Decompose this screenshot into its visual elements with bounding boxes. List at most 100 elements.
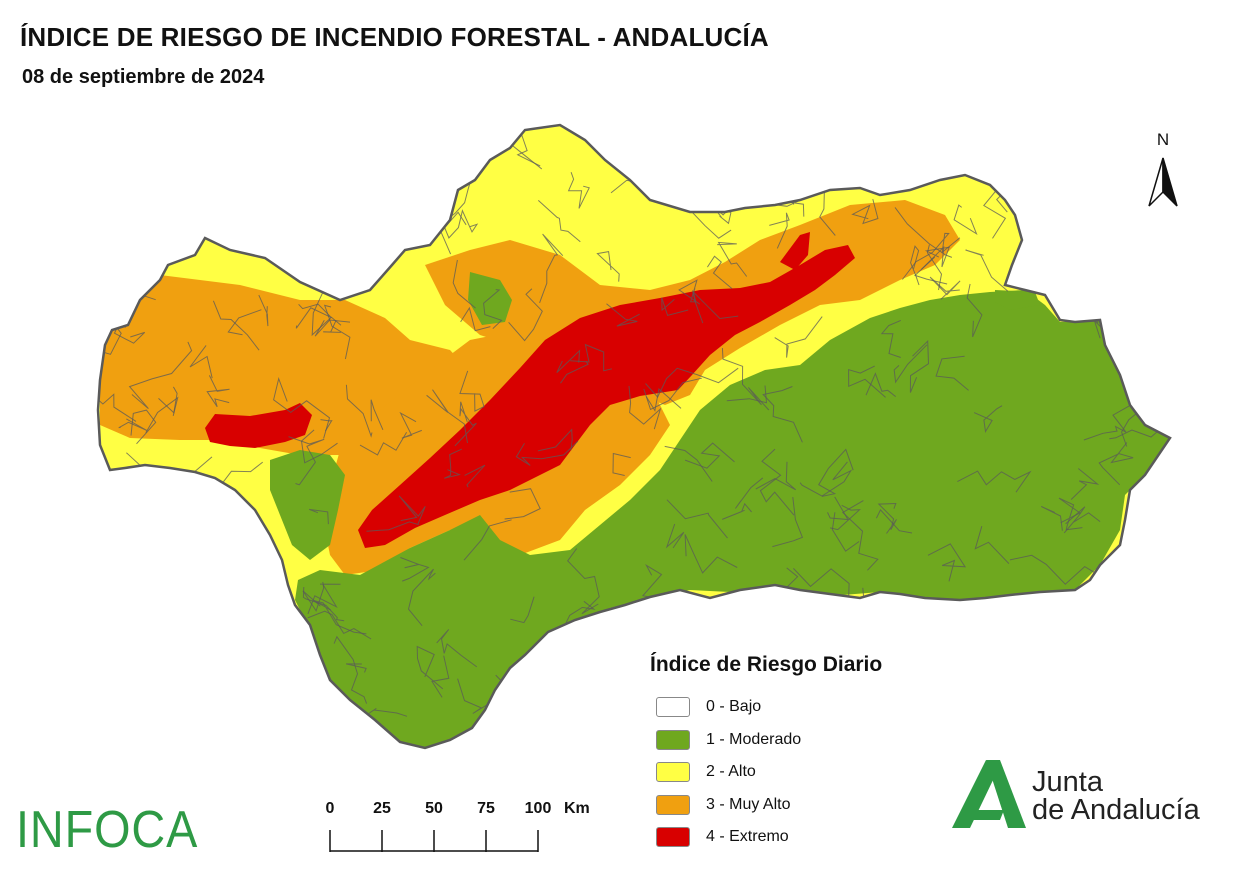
municipal-boundary-line [666, 499, 728, 539]
municipal-boundary-line [400, 557, 430, 582]
municipal-boundary-line [175, 478, 207, 521]
municipal-boundary-line [1081, 717, 1096, 736]
municipal-boundary-line [606, 610, 627, 672]
municipal-boundary-line [584, 125, 601, 141]
municipal-boundary-line [262, 608, 287, 627]
municipal-boundary-line [160, 540, 195, 567]
municipal-boundary-line [1079, 284, 1114, 324]
municipal-boundary-line [721, 347, 770, 411]
municipal-boundary-line [295, 303, 332, 329]
municipal-boundary-line [267, 135, 299, 162]
municipal-boundary-line [273, 376, 331, 439]
scale-tick-label: 75 [477, 800, 495, 817]
legend-label: 1 - Moderado [706, 730, 802, 748]
municipal-boundary-line [359, 431, 408, 456]
municipal-boundary-line [539, 233, 564, 303]
municipal-boundary-line [154, 652, 176, 699]
municipal-boundary-line [456, 130, 491, 157]
municipal-boundary-line [831, 512, 860, 552]
municipal-boundary-line [182, 667, 219, 689]
municipal-boundary-line [1109, 429, 1158, 440]
municipal-boundary-line [818, 448, 854, 497]
municipal-boundary-line [684, 534, 738, 574]
municipal-boundary-line [1095, 215, 1106, 230]
scale-bar: 0 25 50 75 100 Km [318, 800, 618, 860]
municipal-boundary-line [902, 232, 961, 280]
municipal-boundary-line [927, 543, 967, 582]
municipal-boundary-line [431, 655, 450, 698]
legend-title: Índice de Riesgo Diario [650, 653, 883, 676]
municipal-boundary-line [163, 634, 191, 687]
scale-tick-label: 50 [425, 800, 443, 817]
legend-item: 3 - Muy Alto [650, 789, 882, 822]
municipal-boundary-line [537, 428, 573, 452]
municipal-boundary-line [759, 448, 795, 516]
municipal-boundary-line [398, 495, 426, 525]
legend-label: 4 - Extremo [706, 828, 789, 846]
municipal-boundary-line [207, 602, 242, 628]
municipal-boundary-line [463, 519, 512, 561]
municipal-boundary-line [212, 300, 260, 351]
municipal-boundary-line [452, 259, 476, 309]
municipal-boundary-line [246, 147, 291, 176]
municipal-boundary-line [161, 202, 187, 236]
municipal-boundary-line [1078, 164, 1129, 226]
municipal-boundary-line [407, 568, 436, 627]
municipal-boundary-line [596, 251, 620, 282]
municipal-boundary-line [1083, 405, 1130, 441]
municipal-boundary-line [416, 645, 444, 690]
municipal-boundary-line [851, 198, 879, 225]
municipal-boundary-line [464, 464, 486, 488]
municipal-boundary-line [504, 488, 541, 520]
municipal-boundary-line [929, 276, 961, 300]
municipal-boundary-line [918, 725, 959, 748]
map-date: 08 de septiembre de 2024 [22, 66, 265, 88]
municipal-boundary-line [894, 207, 953, 258]
municipal-boundary-line [360, 707, 408, 719]
municipal-boundary-line [214, 195, 255, 221]
municipal-boundary-line [983, 182, 1007, 239]
municipal-boundary-line [935, 355, 969, 391]
municipal-boundary-line [366, 521, 419, 532]
municipal-boundary-line [725, 125, 753, 147]
municipal-boundary-line [877, 502, 897, 534]
municipal-boundary-line [1053, 149, 1113, 187]
municipal-boundary-line [116, 596, 160, 625]
municipal-boundary-line [426, 389, 468, 444]
municipal-boundary-line [454, 401, 477, 447]
municipal-boundary-line [442, 209, 479, 239]
municipal-boundary-line [1062, 207, 1087, 245]
municipal-boundary-line [876, 603, 897, 623]
municipal-boundary-line [301, 668, 321, 728]
municipal-boundary-line [189, 345, 213, 379]
municipal-boundary-line [769, 212, 790, 249]
municipal-boundary-line [302, 581, 325, 612]
municipal-boundary-line [170, 511, 206, 539]
infoca-logo: INFOCA [16, 801, 199, 859]
municipal-boundary-line [920, 245, 950, 270]
junta-logo-line2: de Andalucía [1032, 794, 1200, 826]
municipal-boundary-line [567, 172, 590, 209]
municipal-boundary-line [772, 497, 804, 548]
scale-tick-label: 25 [373, 800, 391, 817]
risk-zone-moderado-north [468, 272, 512, 325]
municipal-boundary-line [733, 617, 766, 651]
municipal-boundary-line [1098, 442, 1134, 486]
municipal-boundary-line [908, 704, 945, 734]
municipal-boundary-line [606, 303, 640, 327]
municipal-boundary-line [1145, 500, 1169, 538]
municipal-boundary-line [130, 409, 157, 445]
municipal-boundary-line [1063, 506, 1101, 534]
municipal-boundary-line [483, 289, 503, 329]
municipal-boundary-line [508, 288, 543, 342]
municipal-boundary-line [300, 429, 338, 464]
municipal-boundary-line [793, 568, 850, 604]
municipal-boundary-line [313, 234, 346, 256]
municipal-boundary-line [299, 125, 348, 164]
municipal-boundary-line [147, 638, 180, 698]
municipal-boundary-line [966, 283, 983, 338]
municipal-boundary-line [214, 656, 273, 692]
municipal-boundary-line [318, 136, 359, 159]
legend: Índice de Riesgo Diario 0 - Bajo 1 - Mod… [650, 653, 882, 854]
